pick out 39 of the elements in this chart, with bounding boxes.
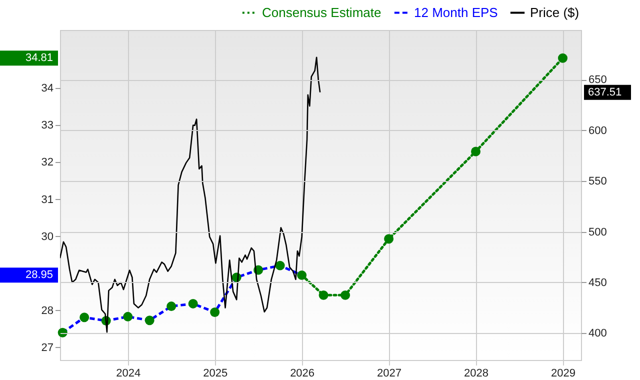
- legend-label: Consensus Estimate: [262, 4, 382, 20]
- point: [318, 290, 328, 300]
- y2-tick-label: 400: [588, 328, 607, 340]
- y-tick-label: 34: [41, 82, 54, 95]
- point: [144, 316, 154, 326]
- y2-tick-label: 600: [588, 124, 607, 137]
- point: [123, 312, 133, 322]
- x-tick-label: 2029: [550, 368, 576, 380]
- legend-label: 12 Month EPS: [414, 4, 498, 20]
- line-series: [60, 56, 321, 333]
- point: [210, 307, 220, 317]
- y2-tick-label: 500: [588, 226, 607, 238]
- y-tick-label: 27: [41, 342, 54, 354]
- x-tick-label: 2027: [377, 368, 402, 380]
- point: [297, 270, 307, 280]
- y-tick-label: 28: [41, 304, 54, 317]
- y-tick-label: 32: [41, 156, 54, 169]
- point: [275, 260, 285, 270]
- y-tick-label: 33: [41, 120, 54, 132]
- x-tick-label: 2028: [464, 368, 488, 380]
- y-tick-label: 31: [41, 194, 54, 206]
- y2-tick-label: 550: [588, 176, 607, 188]
- point: [558, 53, 568, 63]
- point: [471, 146, 480, 156]
- point: [166, 302, 176, 312]
- legend-label: Price ($): [530, 4, 580, 20]
- point: [188, 298, 198, 308]
- y-tick-label: 28.95: [25, 269, 53, 282]
- x-tick-label: 2026: [290, 368, 315, 380]
- y-tick-label: 30: [41, 230, 54, 243]
- point: [384, 234, 394, 244]
- x-tick-label: 2025: [203, 368, 228, 380]
- x-tick-label: 2024: [116, 368, 141, 380]
- y2-tick-label: 450: [588, 276, 607, 289]
- y2-tick-label: 637.51: [588, 86, 622, 98]
- y-tick-label: 34.81: [25, 52, 53, 64]
- point: [80, 312, 90, 322]
- point: [340, 290, 350, 300]
- y2-tick-label: 650: [588, 74, 607, 86]
